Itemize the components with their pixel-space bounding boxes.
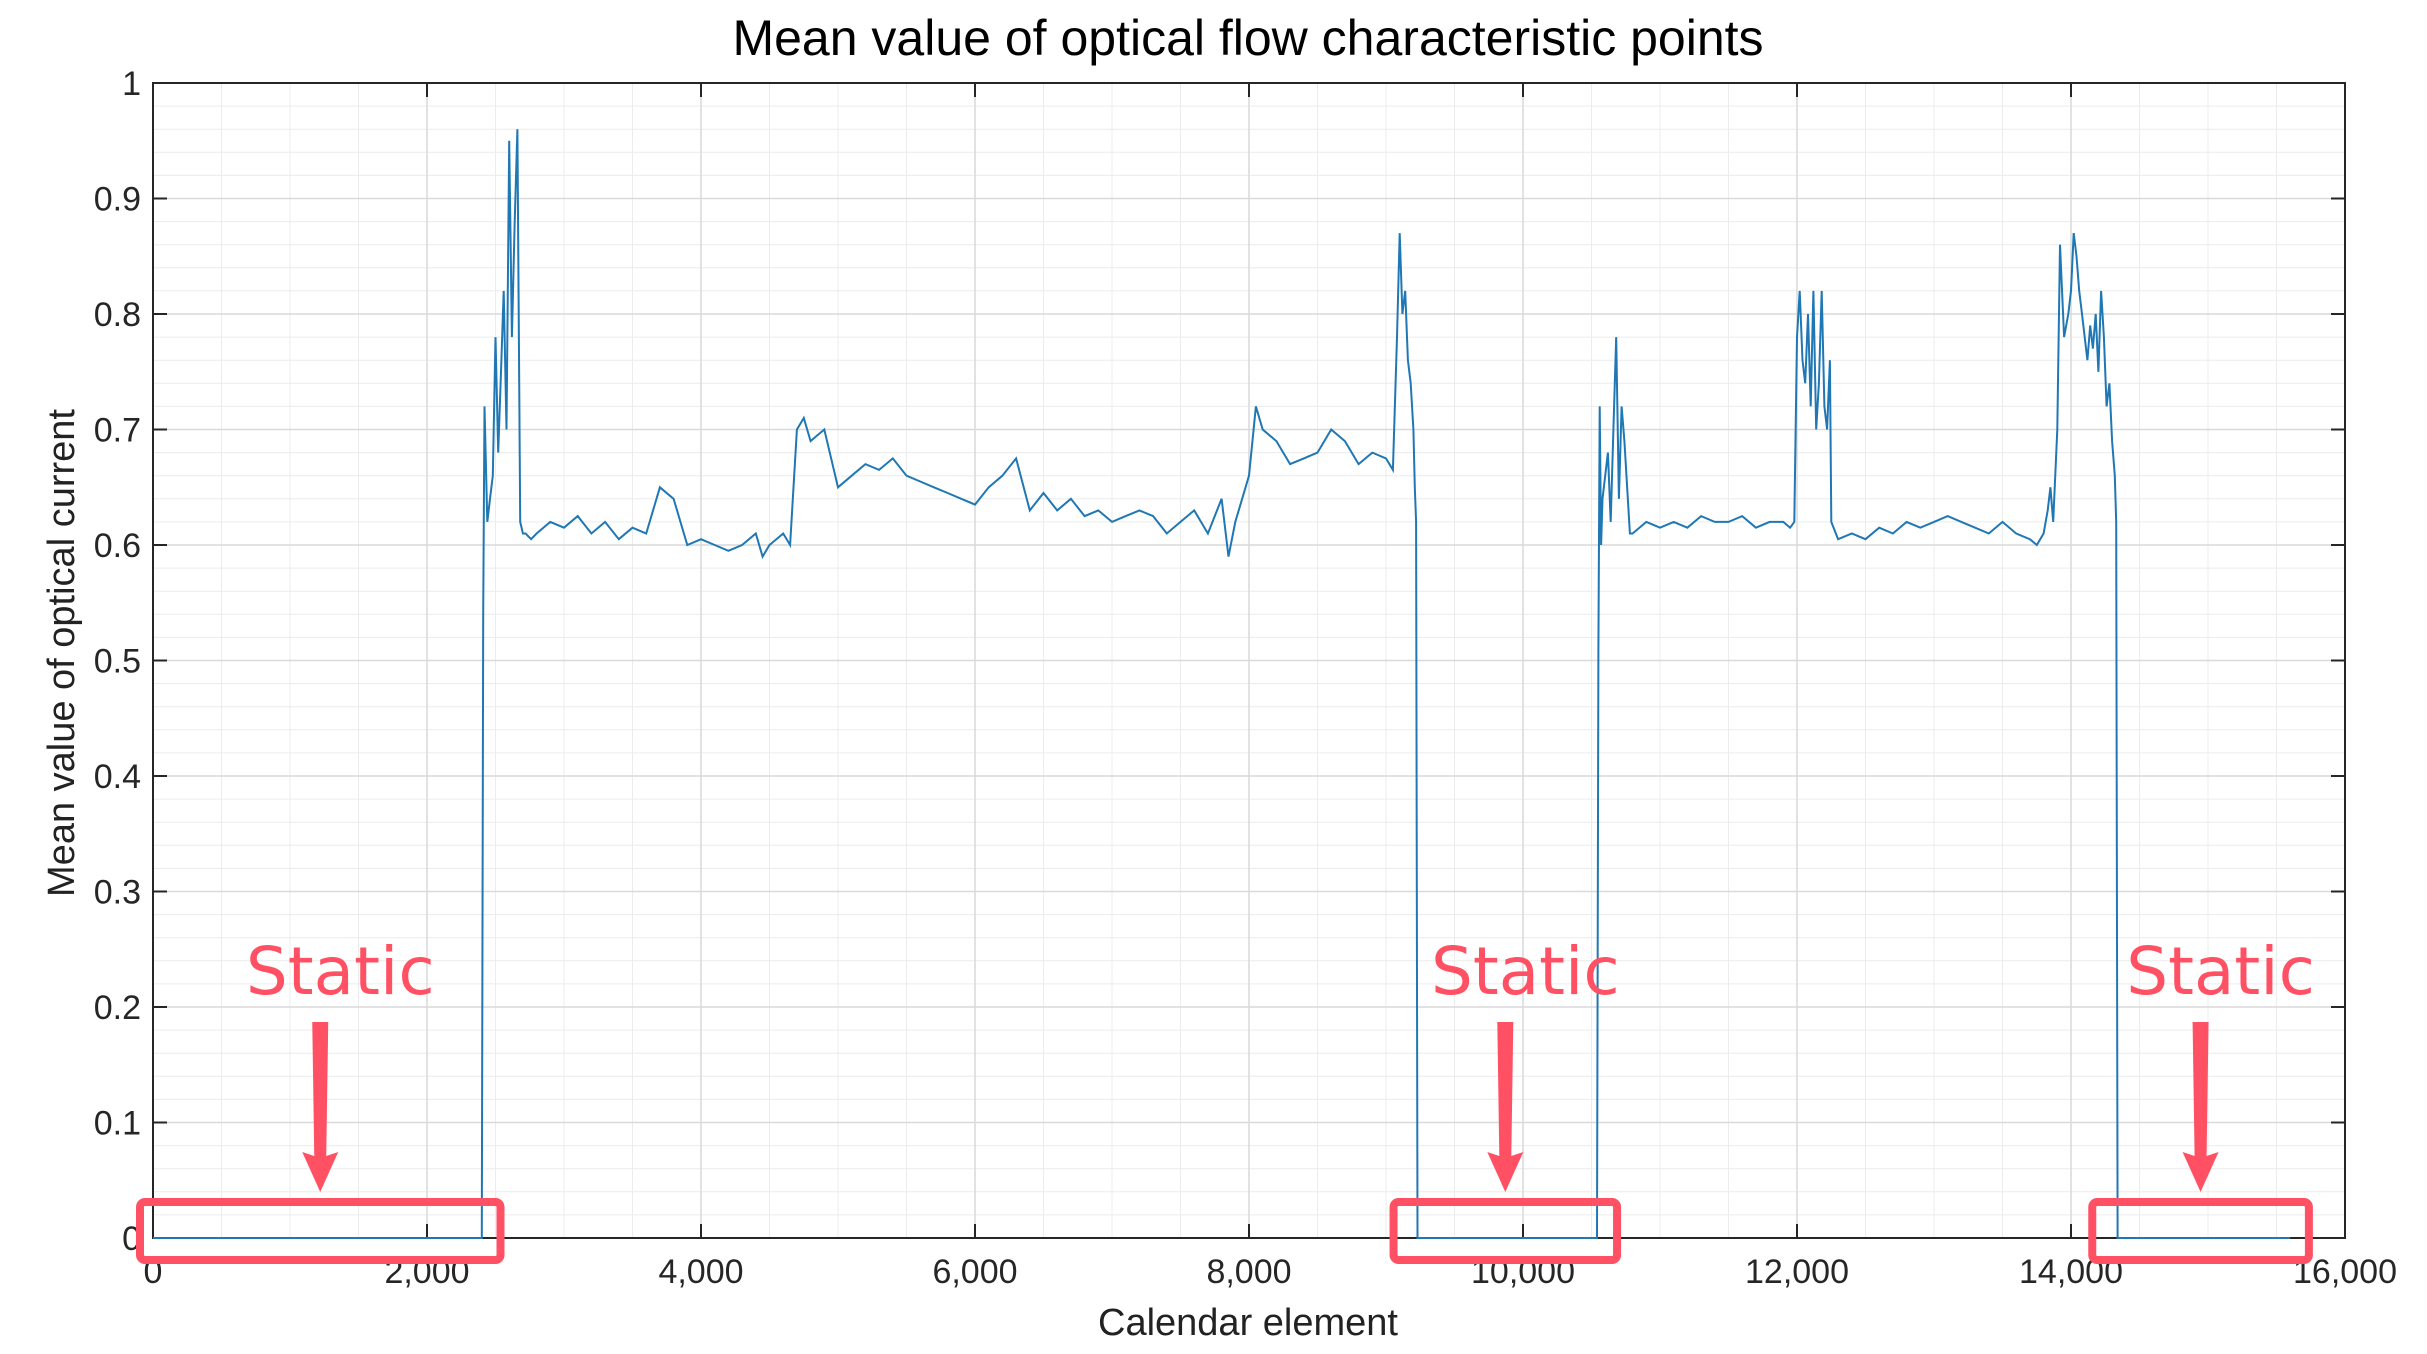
- y-tick-label: 0.7: [94, 412, 141, 450]
- x-tick-label: 12,000: [1745, 1253, 1849, 1291]
- y-tick-label: 0.8: [94, 296, 141, 334]
- y-tick-label: 0.3: [94, 874, 141, 912]
- static-label: Static: [2126, 933, 2315, 1010]
- static-region-box: [2088, 1198, 2313, 1264]
- y-tick-label: 0.4: [94, 758, 141, 796]
- y-tick-label: 0.6: [94, 527, 141, 565]
- static-annotation-2: Static: [1389, 933, 1622, 1264]
- x-tick-labels: 0 2,000 4,000 6,000 8,000 10,000 12,000 14,000 1…: [144, 1253, 2397, 1291]
- x-tick-label: 4,000: [658, 1253, 743, 1291]
- y-tick-label: 0.2: [94, 989, 141, 1027]
- y-tick-labels: 00.10.20.30.40.50.60.70.80.91: [94, 65, 141, 1258]
- y-tick-label: 0.1: [94, 1105, 141, 1143]
- chart-title: Mean value of optical flow characteristi…: [732, 10, 1763, 66]
- y-axis-label: Mean value of optical current: [41, 409, 83, 897]
- axis-ticks: [152, 82, 2346, 1239]
- static-region-box: [1389, 1198, 1622, 1264]
- static-label: Static: [246, 933, 435, 1010]
- y-tick-label: 0.9: [94, 181, 141, 219]
- y-tick-label: 1: [122, 65, 141, 103]
- static-arrow: [1487, 1022, 1524, 1192]
- static-label: Static: [1431, 933, 1620, 1010]
- x-axis-label: Calendar element: [1098, 1302, 1398, 1344]
- static-annotations: Static Static Static: [136, 933, 2315, 1264]
- x-tick-label: 6,000: [932, 1253, 1017, 1291]
- static-region-box: [136, 1198, 505, 1264]
- x-tick-label: 8,000: [1206, 1253, 1291, 1291]
- static-arrow: [2182, 1022, 2219, 1192]
- static-annotation-1: Static: [136, 933, 505, 1264]
- static-annotation-3: Static: [2088, 933, 2315, 1264]
- static-arrow: [302, 1022, 339, 1192]
- series-line: [153, 129, 2291, 1239]
- y-tick-label: 0.5: [94, 643, 141, 681]
